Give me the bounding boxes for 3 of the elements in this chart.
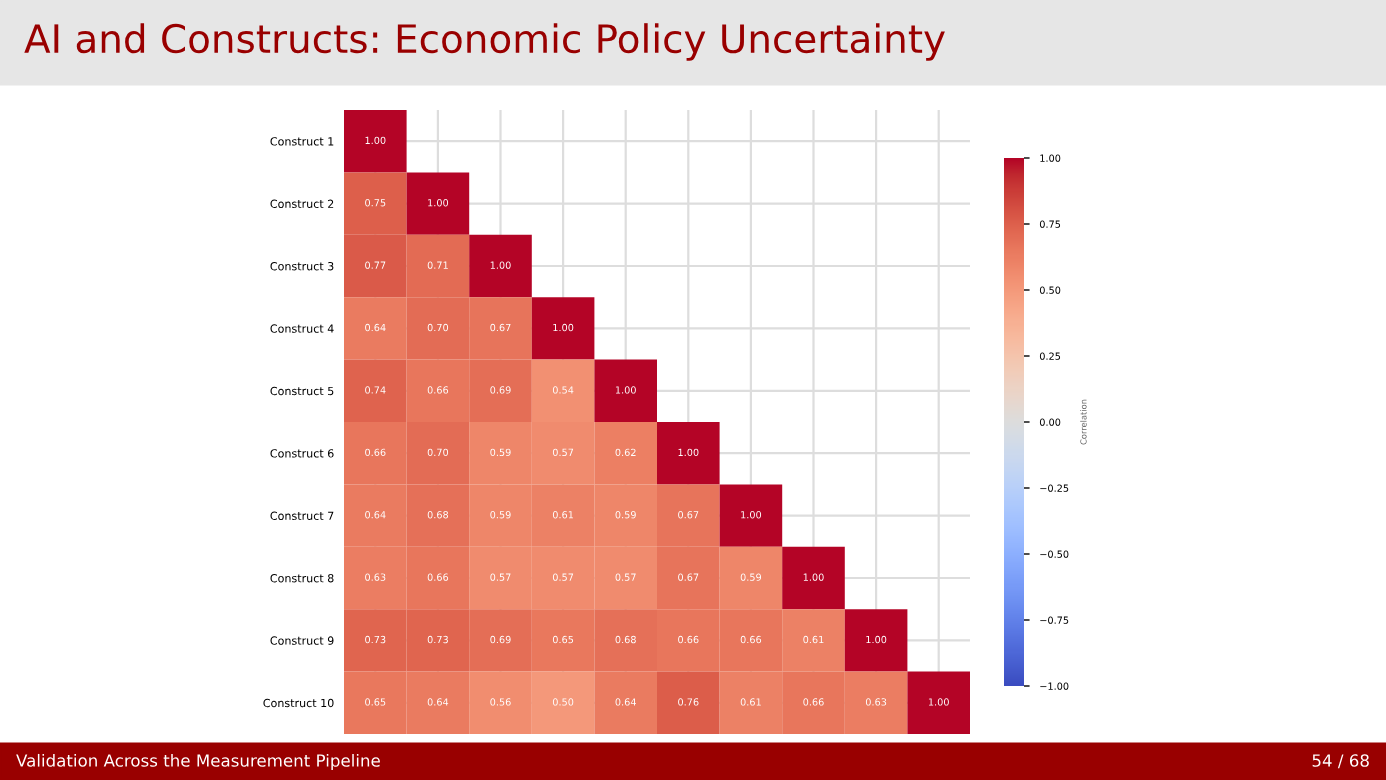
text: 54 / 68 — [1312, 754, 1369, 769]
chart-title: AI and Constructs: Economic Policy Uncertainty — [24, 23, 945, 61]
text: Validation Across the Measurement Pipeline — [16, 753, 380, 771]
